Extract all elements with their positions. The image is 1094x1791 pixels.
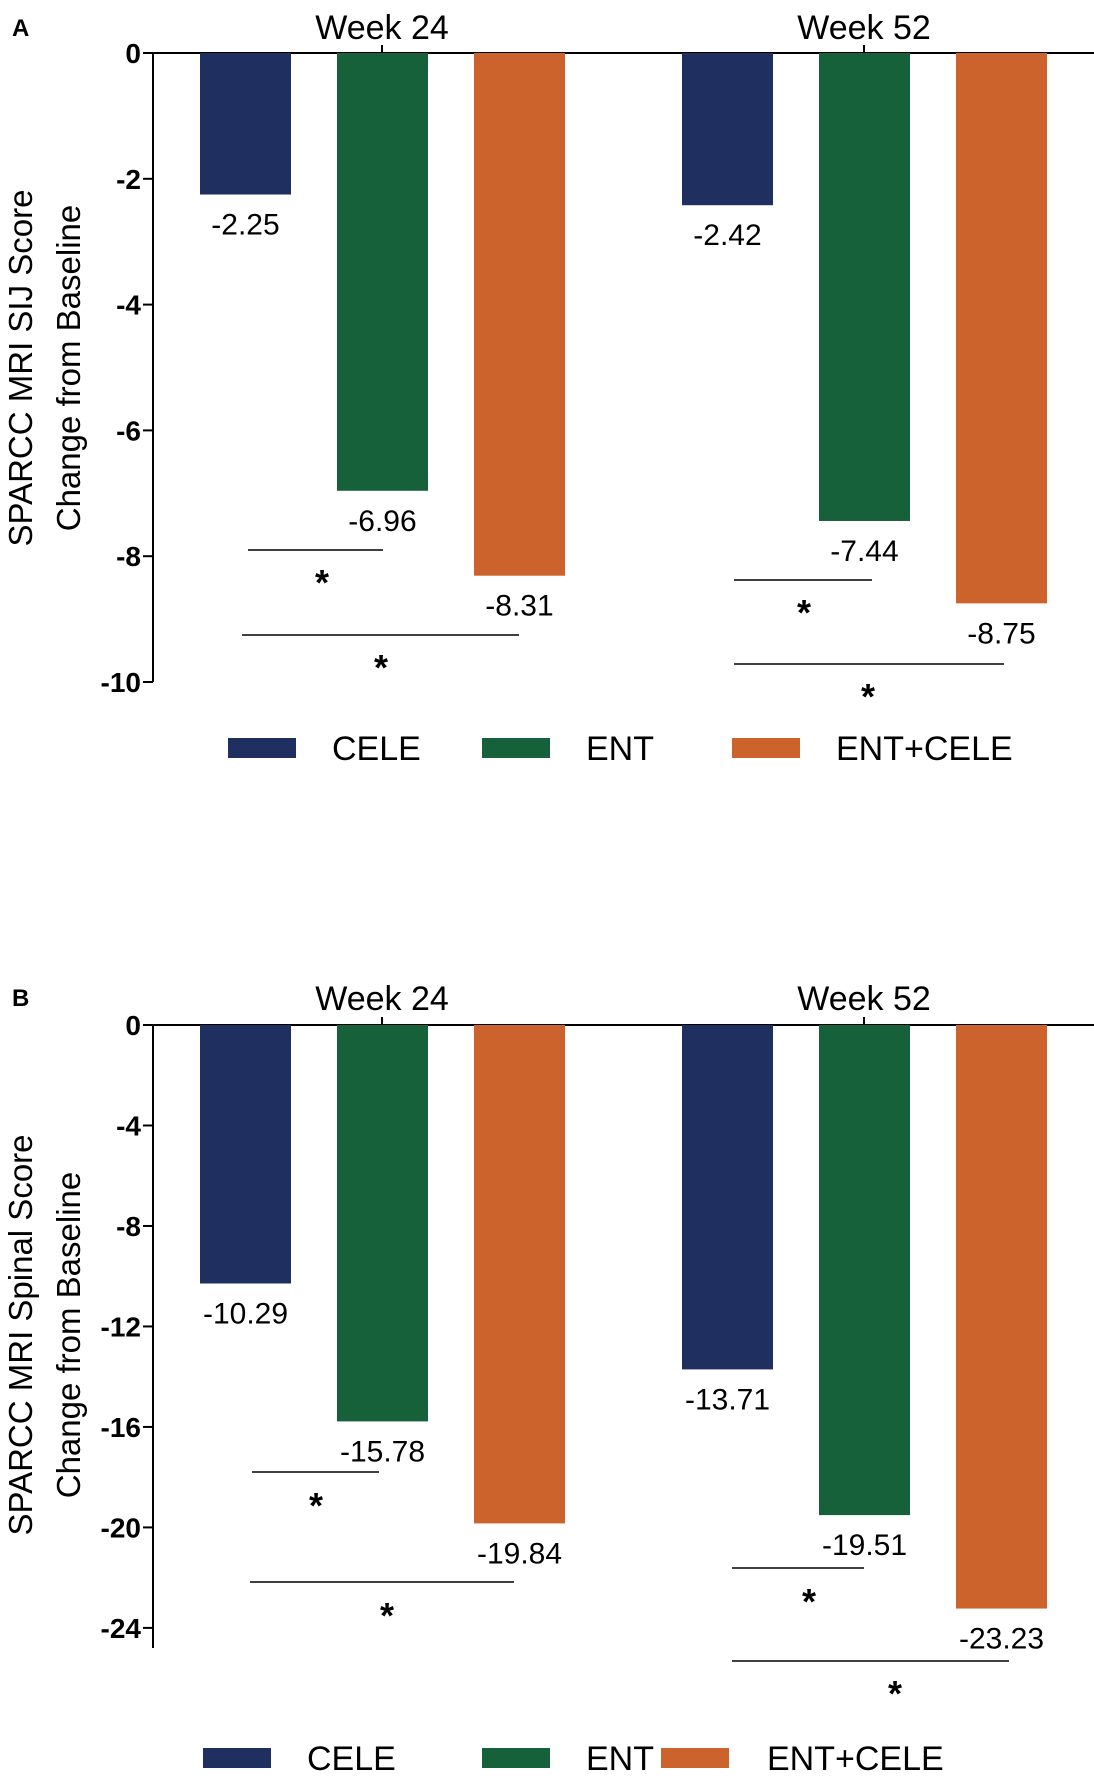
significance-star: * — [374, 647, 388, 688]
y-tick-label: -8 — [116, 541, 141, 572]
significance-star: * — [797, 592, 811, 633]
legend-swatch-ent — [482, 1748, 550, 1768]
legend-label: ENT+CELE — [767, 1740, 944, 1778]
significance-star: * — [380, 1595, 394, 1636]
y-tick-label: -10 — [101, 667, 141, 698]
data-label: -13.71 — [685, 1383, 770, 1416]
legend-swatch-ent — [482, 738, 550, 758]
bar-ent-plus-cele — [956, 1025, 1047, 1609]
legend-label: CELE — [307, 1740, 396, 1778]
category-label: Week 24 — [315, 9, 449, 47]
bar-ent — [337, 1025, 428, 1422]
bar-cele — [682, 1025, 773, 1370]
data-label: -15.78 — [340, 1435, 425, 1468]
y-axis-label: SPARCC MRI SIJ Score — [2, 190, 39, 547]
legend-label: CELE — [332, 730, 421, 768]
bar-ent — [337, 53, 428, 491]
significance-star: * — [802, 1581, 816, 1622]
category-label: Week 52 — [797, 980, 931, 1018]
bar-ent — [819, 1025, 910, 1516]
category-label: Week 24 — [315, 980, 449, 1018]
y-tick-label: -8 — [116, 1211, 141, 1242]
category-label: Week 52 — [797, 9, 931, 47]
legend-swatch-cele — [203, 1748, 271, 1768]
bar-ent-plus-cele — [956, 53, 1047, 604]
y-tick-label: -16 — [101, 1412, 141, 1443]
panel-letter: B — [12, 985, 29, 1012]
data-label: -7.44 — [830, 535, 898, 568]
y-tick-label: -6 — [116, 415, 141, 446]
significance-star: * — [315, 562, 329, 603]
bar-cele — [682, 53, 773, 206]
data-label: -19.84 — [477, 1537, 562, 1570]
y-axis-label: Change from Baseline — [50, 205, 87, 532]
data-label: -10.29 — [203, 1297, 288, 1330]
y-tick-label: -2 — [116, 164, 141, 195]
data-label: -23.23 — [959, 1623, 1044, 1656]
data-label: -2.25 — [211, 209, 279, 242]
legend-swatch-cele — [228, 738, 296, 758]
bar-cele — [200, 53, 291, 195]
significance-star: * — [309, 1485, 323, 1526]
legend-label: ENT — [586, 730, 654, 768]
legend-swatch-ent-plus-cele — [732, 738, 800, 758]
bar-ent-plus-cele — [474, 1025, 565, 1524]
legend-swatch-ent-plus-cele — [661, 1748, 729, 1768]
legend-label: ENT — [586, 1740, 654, 1778]
data-label: -8.31 — [485, 590, 553, 623]
y-tick-label: -12 — [101, 1311, 141, 1342]
data-label: -6.96 — [348, 505, 416, 538]
y-tick-label: -24 — [101, 1613, 142, 1644]
y-axis-label: SPARCC MRI Spinal Score — [2, 1134, 39, 1535]
data-label: -19.51 — [822, 1529, 907, 1562]
legend-label: ENT+CELE — [836, 730, 1013, 768]
bar-cele — [200, 1025, 291, 1284]
y-tick-label: 0 — [125, 1010, 141, 1041]
y-tick-label: -4 — [116, 290, 141, 321]
y-tick-label: -20 — [101, 1512, 141, 1543]
y-axis-label: Change from Baseline — [50, 1172, 87, 1499]
significance-star: * — [861, 676, 875, 717]
data-label: -2.42 — [693, 219, 761, 252]
data-label: -8.75 — [967, 617, 1035, 650]
y-tick-label: 0 — [125, 38, 141, 69]
bar-ent-plus-cele — [474, 53, 565, 576]
panel-letter: A — [12, 15, 29, 42]
bar-ent — [819, 53, 910, 521]
y-tick-label: -4 — [116, 1110, 141, 1141]
significance-star: * — [888, 1673, 902, 1714]
